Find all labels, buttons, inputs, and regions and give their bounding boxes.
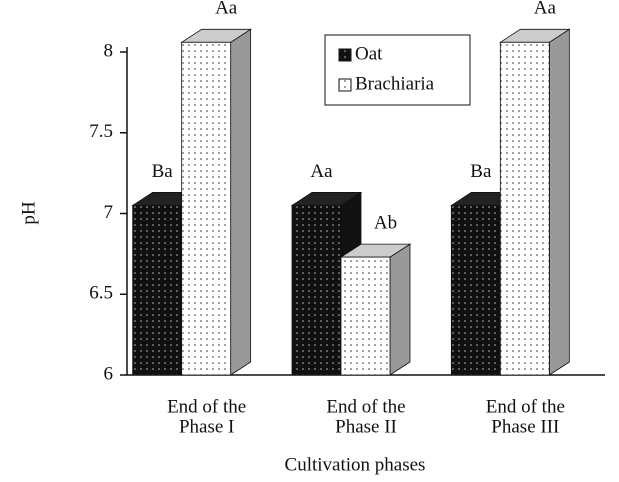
- data-label: Aa: [534, 0, 557, 19]
- bar-front: [499, 41, 550, 376]
- data-label: Aa: [215, 0, 238, 19]
- bar-front: [132, 205, 183, 376]
- bar-front: [450, 205, 501, 376]
- y-tick-label: 8: [104, 40, 114, 61]
- y-axis-label: pH: [18, 201, 39, 225]
- legend-swatch: [338, 48, 352, 62]
- x-axis-label: Cultivation phases: [285, 454, 426, 475]
- y-tick-label: 7: [104, 202, 114, 223]
- x-tick-label: Phase II: [335, 416, 397, 437]
- x-tick-label: End of the: [486, 396, 565, 417]
- bar-side: [389, 243, 411, 376]
- data-label: Ab: [374, 212, 397, 233]
- legend-label: Oat: [355, 43, 383, 64]
- legend-label: Brachiaria: [355, 73, 435, 94]
- data-label: Ba: [152, 161, 174, 182]
- bar: [498, 28, 571, 376]
- x-tick-label: End of the: [326, 396, 405, 417]
- legend-box: [324, 34, 471, 106]
- bar-front: [291, 205, 342, 376]
- bar-side: [230, 28, 252, 376]
- x-tick-label: End of the: [167, 396, 246, 417]
- data-label: Aa: [310, 161, 333, 182]
- y-tick-label: 6: [104, 363, 114, 384]
- x-tick-label: Phase III: [491, 416, 559, 437]
- bar-front: [340, 256, 391, 376]
- y-tick-label: 6.5: [89, 283, 113, 304]
- legend-swatch: [338, 78, 352, 92]
- bar-side: [548, 28, 570, 376]
- bar: [339, 243, 412, 376]
- bar: [290, 191, 363, 376]
- bar-front: [181, 41, 232, 376]
- data-label: Ba: [470, 161, 492, 182]
- x-tick-label: Phase I: [179, 416, 234, 437]
- bar: [180, 28, 253, 376]
- y-tick-label: 7.5: [89, 121, 113, 142]
